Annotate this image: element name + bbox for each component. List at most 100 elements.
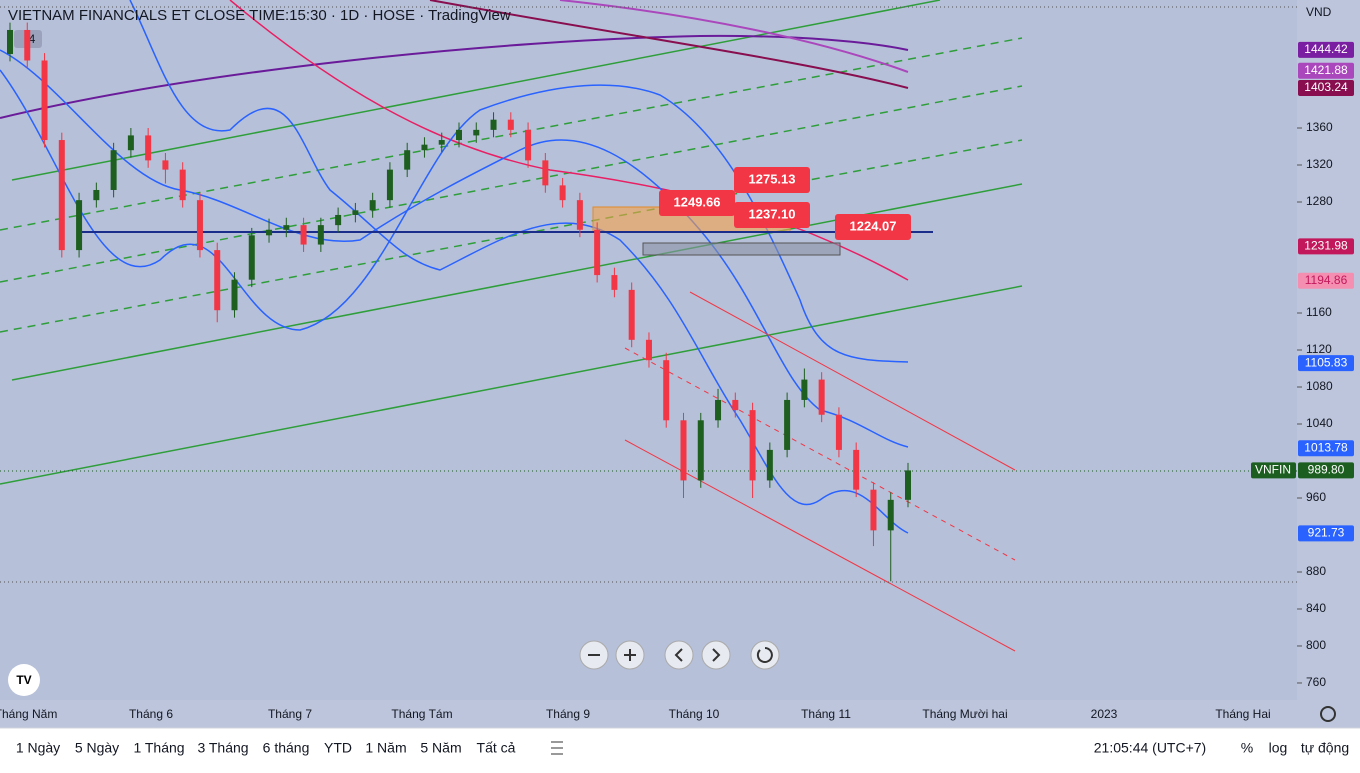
candle-body xyxy=(7,29,13,55)
candle-body xyxy=(490,119,497,130)
range-button[interactable]: 5 Năm xyxy=(420,740,461,756)
compare-icon[interactable] xyxy=(551,741,563,755)
candle-body xyxy=(905,470,911,500)
annotation: 1275.13 xyxy=(749,171,796,186)
y-tick-label: 960 xyxy=(1306,490,1326,504)
price-label-bg xyxy=(1298,272,1354,289)
x-tick-label: Tháng 7 xyxy=(268,707,312,721)
candle-body xyxy=(576,200,583,230)
y-tick-label: 840 xyxy=(1306,601,1326,615)
candle-body xyxy=(266,229,273,236)
candle-body xyxy=(628,289,635,340)
nav-icons xyxy=(588,647,773,663)
range-button[interactable]: YTD xyxy=(324,740,352,756)
price-label: 1444.42 xyxy=(1304,42,1348,56)
candle-body xyxy=(24,29,31,61)
x-tick-label: Tháng 6 xyxy=(129,707,173,721)
tv-logo-mark: TV xyxy=(16,673,31,687)
price-label-bg xyxy=(1298,80,1354,97)
annotation-bg xyxy=(734,202,810,228)
candle-body xyxy=(507,119,514,130)
y-tick-label: 1080 xyxy=(1306,379,1333,393)
candle-body xyxy=(214,250,221,311)
candle-body xyxy=(58,140,65,251)
scale-option[interactable]: log xyxy=(1269,740,1288,756)
candle-body xyxy=(352,210,359,215)
y-tick-label: 1040 xyxy=(1306,416,1333,430)
scale-option[interactable]: tự động xyxy=(1301,740,1349,756)
candle-body xyxy=(559,185,566,201)
range-button[interactable]: Tất cả xyxy=(477,740,516,756)
y-tick-label: 760 xyxy=(1306,675,1326,689)
candle-body xyxy=(749,410,756,481)
annotation: 1224.07 xyxy=(850,218,897,233)
y-tick-label: 800 xyxy=(1306,638,1326,652)
candle-body xyxy=(870,489,877,531)
candle-body xyxy=(732,399,739,411)
symbol-label: VNFIN xyxy=(1255,463,1291,477)
x-tick-label: Tháng Tám xyxy=(391,707,452,721)
range-button[interactable]: 1 Ngày xyxy=(16,740,60,756)
price-label: 1421.88 xyxy=(1304,63,1348,77)
candle-body xyxy=(248,235,255,280)
range-button[interactable]: 5 Ngày xyxy=(75,740,119,756)
candle-body xyxy=(162,160,169,170)
annotation: 1249.66 xyxy=(674,194,721,209)
price-label: 1013.78 xyxy=(1304,440,1348,454)
currency[interactable]: VND xyxy=(1306,5,1332,19)
candle-body xyxy=(784,399,791,450)
annotation-bg xyxy=(734,167,810,193)
price-label-bg xyxy=(1298,462,1354,479)
candle-body xyxy=(801,379,808,400)
candle-body xyxy=(179,169,186,201)
annotation: 1237.10 xyxy=(749,206,796,221)
y-tick-label: 1280 xyxy=(1306,194,1333,208)
candle-body xyxy=(818,379,825,415)
y-tick-label: 1320 xyxy=(1306,157,1333,171)
candle-body xyxy=(41,60,48,141)
candle-body xyxy=(196,200,203,251)
candle-body xyxy=(853,449,860,490)
candle-body xyxy=(300,225,307,245)
candle-body xyxy=(594,229,601,276)
tv-logo[interactable] xyxy=(8,664,40,696)
candle-body xyxy=(542,160,549,186)
price-label: 1403.24 xyxy=(1304,80,1348,94)
candle-body xyxy=(76,200,83,251)
candle-body xyxy=(663,360,670,421)
price-label-bg xyxy=(1298,238,1354,255)
price-axis-bg xyxy=(1297,0,1360,700)
candle-body xyxy=(766,449,773,481)
symbol-bg xyxy=(1251,462,1296,479)
candle-body xyxy=(611,275,618,290)
price-label-bg xyxy=(1298,355,1354,372)
candle-body xyxy=(697,420,704,481)
badge: 4 xyxy=(29,32,36,46)
candle-body xyxy=(835,414,842,450)
candle-body xyxy=(317,225,324,245)
range-button[interactable]: 3 Tháng xyxy=(197,740,248,756)
clock: 21:05:44 (UTC+7) xyxy=(1094,740,1206,756)
candle-body xyxy=(438,140,445,145)
candle-body xyxy=(231,279,238,311)
price-label: 989.80 xyxy=(1308,463,1345,477)
price-label-bg xyxy=(1298,41,1354,58)
candle-body xyxy=(421,144,428,151)
range-button[interactable]: 1 Năm xyxy=(365,740,406,756)
x-tick-label: Tháng 11 xyxy=(801,707,851,721)
y-tick-label: 1120 xyxy=(1306,342,1332,356)
candle-body xyxy=(473,129,480,136)
y-tick-label: 1360 xyxy=(1306,120,1333,134)
y-tick-label: 880 xyxy=(1306,564,1326,578)
x-tick-label: 2023 xyxy=(1091,707,1118,721)
range-button[interactable]: 6 tháng xyxy=(263,740,310,756)
scale-option[interactable]: % xyxy=(1241,740,1253,756)
candle-body xyxy=(93,189,100,201)
range-button[interactable]: 1 Tháng xyxy=(133,740,184,756)
settings-icon[interactable] xyxy=(1320,706,1337,722)
candle-body xyxy=(145,135,152,161)
candle-body xyxy=(887,499,894,531)
